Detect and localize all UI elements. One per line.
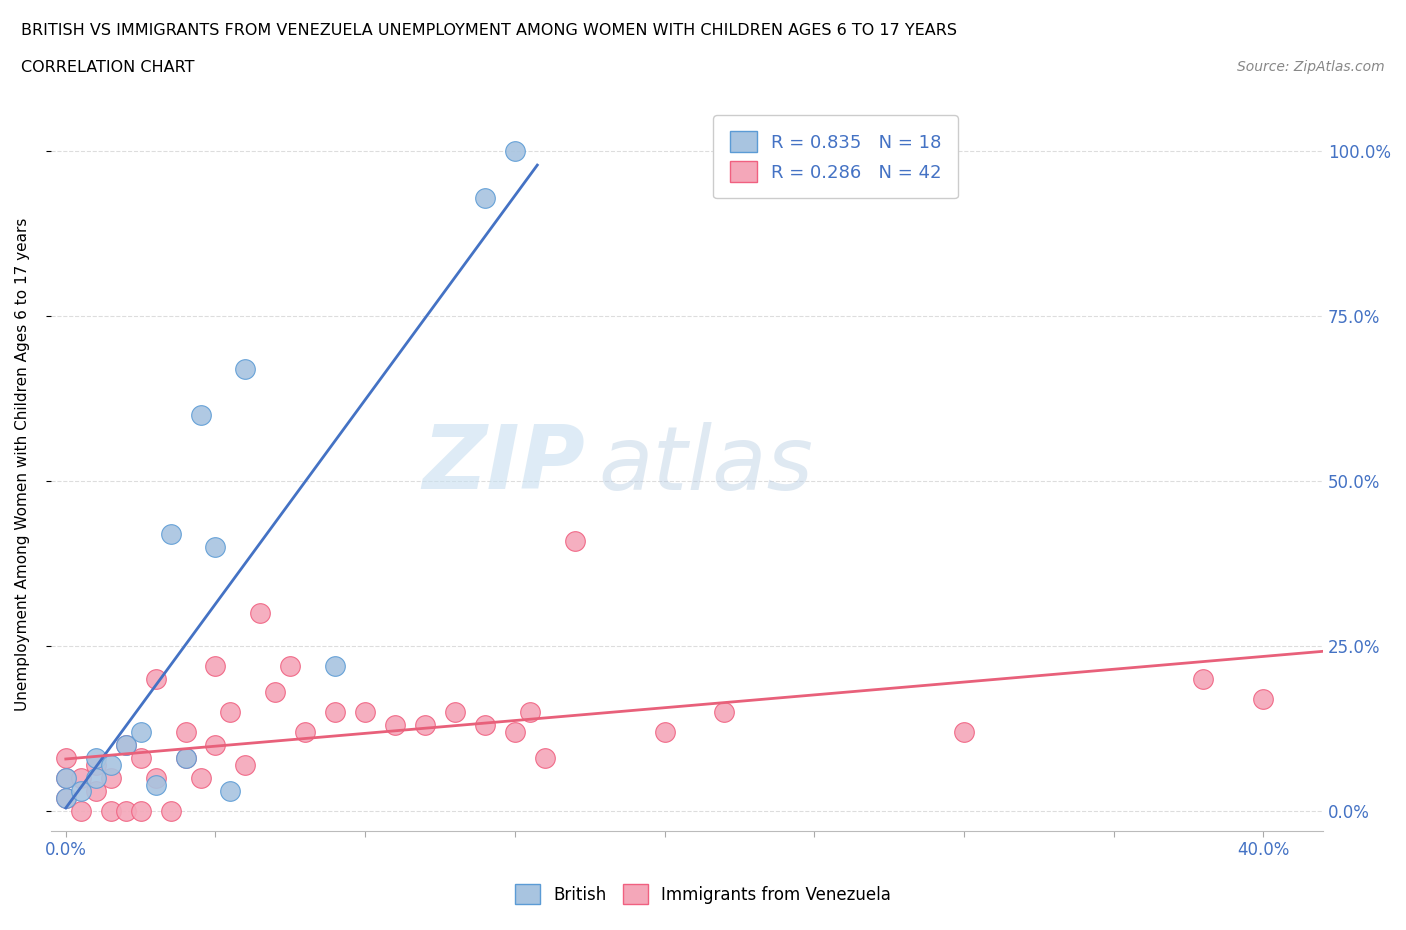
Point — [69, 804, 91, 818]
Text: atlas: atlas — [598, 421, 813, 508]
Point — [55, 790, 77, 805]
Point — [278, 658, 301, 673]
Point — [519, 705, 541, 720]
Point — [129, 751, 152, 765]
Point — [145, 771, 167, 786]
Point — [1192, 671, 1215, 686]
Text: BRITISH VS IMMIGRANTS FROM VENEZUELA UNEMPLOYMENT AMONG WOMEN WITH CHILDREN AGES: BRITISH VS IMMIGRANTS FROM VENEZUELA UNE… — [21, 23, 957, 38]
Point — [264, 684, 287, 699]
Point — [55, 790, 77, 805]
Point — [84, 771, 107, 786]
Point — [129, 724, 152, 739]
Point — [204, 658, 226, 673]
Text: ZIP: ZIP — [422, 421, 585, 508]
Point — [235, 757, 257, 772]
Point — [84, 757, 107, 772]
Point — [114, 804, 136, 818]
Point — [190, 771, 212, 786]
Point — [190, 408, 212, 423]
Point — [174, 724, 197, 739]
Point — [204, 539, 226, 554]
Point — [100, 771, 122, 786]
Text: CORRELATION CHART: CORRELATION CHART — [21, 60, 194, 75]
Point — [503, 144, 526, 159]
Point — [69, 784, 91, 799]
Point — [654, 724, 676, 739]
Point — [219, 784, 242, 799]
Point — [219, 705, 242, 720]
Point — [204, 737, 226, 752]
Point — [354, 705, 377, 720]
Point — [159, 804, 181, 818]
Point — [564, 533, 586, 548]
Point — [235, 362, 257, 377]
Point — [384, 718, 406, 733]
Point — [474, 718, 496, 733]
Point — [100, 757, 122, 772]
Point — [1251, 691, 1274, 706]
Point — [503, 724, 526, 739]
Point — [323, 705, 346, 720]
Point — [114, 737, 136, 752]
Point — [533, 751, 555, 765]
Point — [249, 605, 271, 620]
Point — [145, 671, 167, 686]
Point — [114, 737, 136, 752]
Point — [100, 804, 122, 818]
Point — [145, 777, 167, 792]
Y-axis label: Unemployment Among Women with Children Ages 6 to 17 years: Unemployment Among Women with Children A… — [15, 218, 30, 711]
Point — [713, 705, 735, 720]
Legend: R = 0.835   N = 18, R = 0.286   N = 42: R = 0.835 N = 18, R = 0.286 N = 42 — [713, 115, 957, 198]
Point — [55, 771, 77, 786]
Point — [129, 804, 152, 818]
Point — [84, 751, 107, 765]
Point — [474, 191, 496, 206]
Point — [323, 658, 346, 673]
Point — [159, 526, 181, 541]
Point — [444, 705, 467, 720]
Point — [294, 724, 316, 739]
Point — [953, 724, 976, 739]
Text: Source: ZipAtlas.com: Source: ZipAtlas.com — [1237, 60, 1385, 74]
Point — [55, 751, 77, 765]
Point — [55, 771, 77, 786]
Legend: British, Immigrants from Venezuela: British, Immigrants from Venezuela — [502, 871, 904, 917]
Point — [174, 751, 197, 765]
Point — [413, 718, 436, 733]
Point — [69, 771, 91, 786]
Point — [174, 751, 197, 765]
Point — [84, 784, 107, 799]
